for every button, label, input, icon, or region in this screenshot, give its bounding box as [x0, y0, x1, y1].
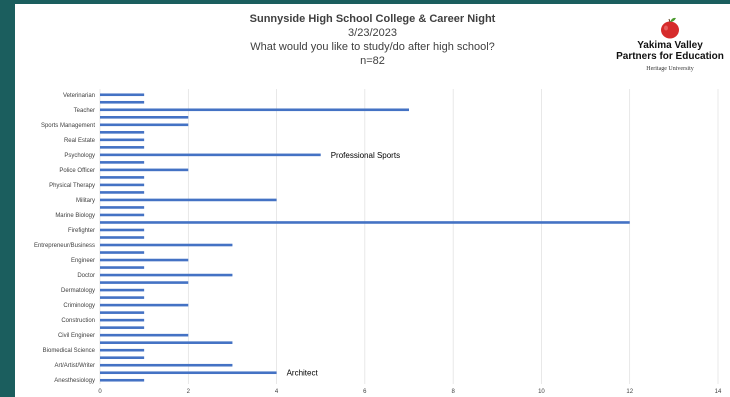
bar-4 [100, 123, 189, 127]
tick-label-4: 4 [275, 389, 279, 395]
category-label: Teacher [74, 108, 95, 114]
bar-30 [100, 318, 145, 322]
bar-27 [100, 296, 145, 299]
bar-35 [100, 356, 145, 360]
bar-34 [100, 348, 145, 352]
category-label: Anesthesiology [54, 378, 95, 384]
bar-29 [100, 311, 145, 314]
bar-0 [100, 93, 145, 97]
bar-26 [100, 288, 145, 292]
bar-chart: Veterinarian Teacher Sports Management Real… [34, 89, 722, 395]
logo-line-2: Partners for Education [616, 51, 724, 62]
bar-33 [100, 341, 233, 344]
bar-32 [100, 333, 189, 337]
annotation-0: Professional Sports [331, 151, 400, 160]
category-label: Doctor [77, 273, 95, 279]
bar-3 [100, 115, 189, 119]
category-label: Marine Biology [55, 213, 95, 219]
category-label: Entrepreneur/Business [34, 243, 95, 249]
title-block: Sunnyside High School College & Career N… [15, 12, 730, 68]
tick-label-8: 8 [451, 389, 455, 395]
bar-7 [100, 146, 145, 149]
category-label: Military [76, 198, 95, 204]
category-label: Construction [61, 318, 95, 324]
logo-line-1: Yakima Valley [637, 40, 703, 51]
chart-grid [99, 89, 719, 384]
tick-label-14: 14 [715, 389, 722, 395]
bar-15 [100, 206, 145, 209]
chart-title: Sunnyside High School College & Career N… [249, 13, 496, 25]
category-label: Sports Management [41, 123, 95, 129]
bar-13 [100, 191, 145, 194]
tick-label-2: 2 [187, 389, 191, 395]
category-label: Civil Engineer [58, 333, 95, 339]
bar-5 [100, 131, 145, 134]
bar-2 [100, 108, 409, 112]
tick-label-6: 6 [363, 389, 367, 395]
bar-9 [100, 161, 145, 164]
category-label: Firefighter [68, 228, 95, 234]
chart-question: What would you like to study/do after hi… [250, 41, 495, 53]
tick-label-12: 12 [626, 389, 633, 395]
chart-date: 3/23/2023 [348, 27, 397, 39]
category-label: Dermatology [61, 288, 95, 294]
bar-25 [100, 281, 189, 284]
bar-6 [100, 138, 145, 142]
chart-bars [100, 93, 630, 382]
tick-labels: 0 2 4 6 8 10 12 14 [98, 389, 722, 395]
bar-10 [100, 168, 189, 172]
bar-24 [100, 273, 233, 277]
logo-line-3: Heritage University [646, 66, 694, 72]
bar-23 [100, 266, 145, 269]
annotation-1: Architect [287, 369, 319, 378]
category-label: Criminology [63, 303, 95, 309]
category-labels: Veterinarian Teacher Sports Management Real… [34, 93, 96, 384]
category-label: Physical Therapy [49, 183, 95, 189]
bar-1 [100, 100, 145, 104]
category-label: Biomedical Science [43, 348, 96, 354]
category-label: Police Officer [59, 168, 95, 174]
tick-label-10: 10 [538, 389, 545, 395]
bar-18 [100, 228, 145, 232]
bar-28 [100, 303, 189, 307]
bar-36 [100, 363, 233, 367]
bar-38 [100, 378, 145, 382]
bar-21 [100, 251, 145, 254]
bar-22 [100, 258, 189, 262]
category-label: Engineer [71, 258, 95, 264]
tick-label-0: 0 [98, 389, 102, 395]
bar-12 [100, 183, 145, 187]
apple-icon [661, 17, 679, 39]
category-label: Real Estate [64, 138, 96, 144]
bar-37 [100, 371, 277, 375]
bar-11 [100, 176, 145, 179]
sample-size: n=82 [360, 55, 385, 67]
bar-14 [100, 198, 277, 202]
bar-16 [100, 213, 145, 217]
annotations: Professional Sports Architect [287, 151, 401, 378]
category-label: Art/Artist/Writer [54, 363, 95, 369]
logo: Yakima Valley Partners for Education Her… [610, 16, 730, 88]
category-label: Psychology [64, 153, 95, 159]
bar-17 [100, 221, 630, 224]
bar-31 [100, 326, 145, 329]
bar-20 [100, 243, 233, 247]
bar-19 [100, 236, 145, 239]
bar-8 [100, 153, 321, 157]
slide: Sunnyside High School College & Career N… [15, 4, 730, 397]
category-label: Veterinarian [63, 93, 95, 99]
